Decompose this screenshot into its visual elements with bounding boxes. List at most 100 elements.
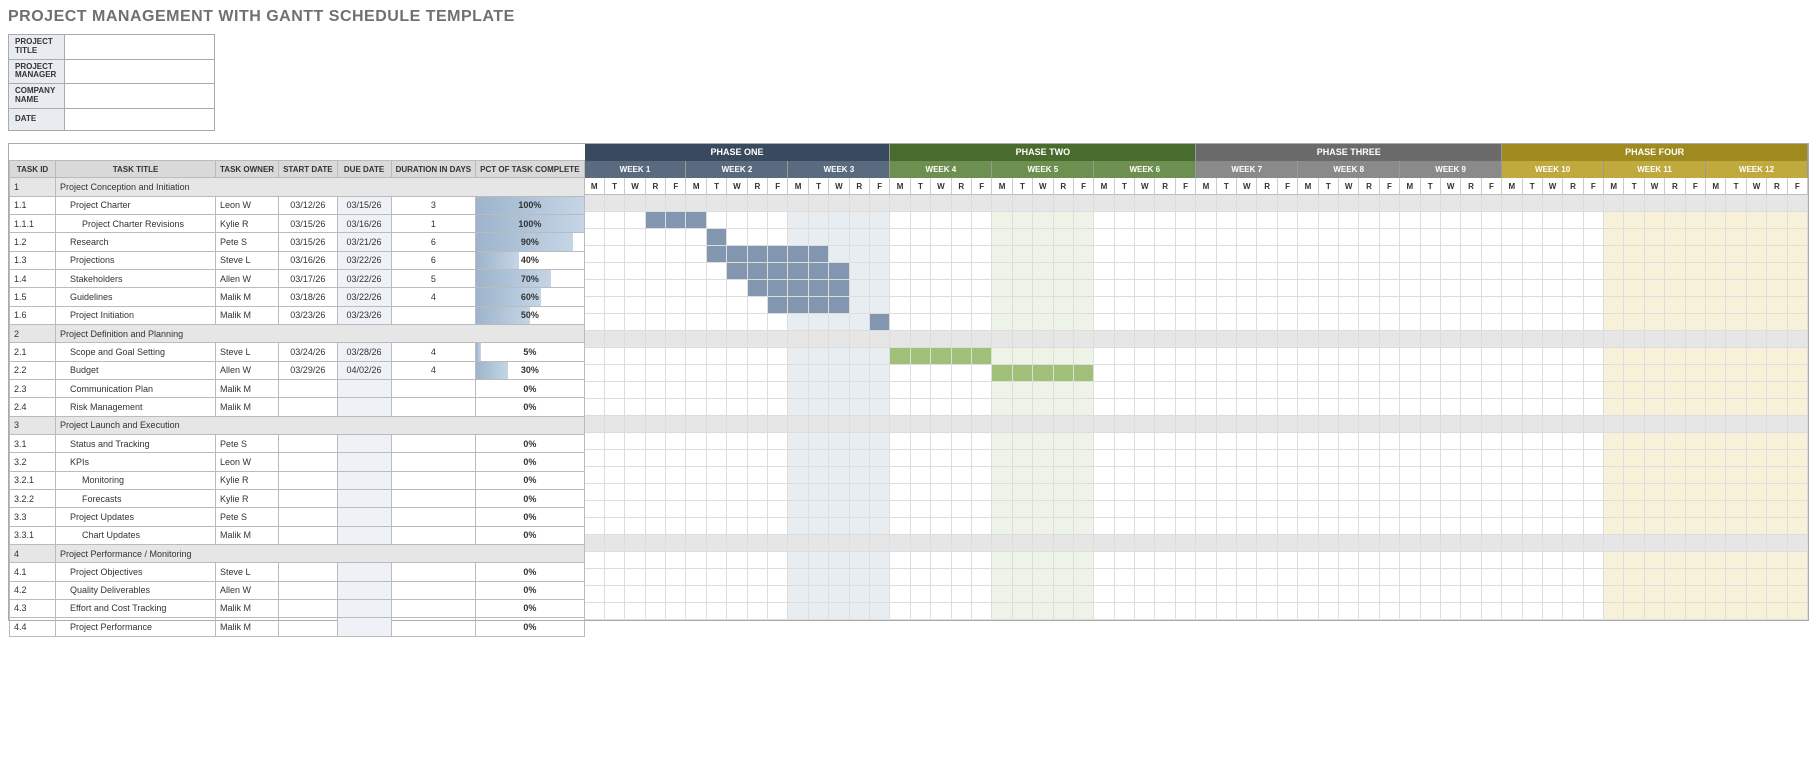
gantt-cell[interactable] bbox=[1747, 382, 1767, 399]
gantt-cell[interactable] bbox=[1645, 603, 1665, 620]
gantt-cell[interactable] bbox=[890, 501, 910, 518]
gantt-cell[interactable] bbox=[1176, 450, 1196, 467]
gantt-cell[interactable] bbox=[1135, 297, 1155, 314]
gantt-cell[interactable] bbox=[1094, 467, 1114, 484]
gantt-cell[interactable] bbox=[1502, 535, 1522, 552]
gantt-cell[interactable] bbox=[1115, 603, 1135, 620]
cell-start[interactable] bbox=[279, 379, 337, 397]
gantt-cell[interactable] bbox=[972, 297, 992, 314]
gantt-cell[interactable] bbox=[666, 569, 686, 586]
gantt-cell[interactable] bbox=[748, 348, 768, 365]
task-row[interactable]: 3.2.2ForecastsKylie R0% bbox=[10, 489, 585, 507]
cell-due[interactable] bbox=[337, 563, 391, 581]
gantt-cell[interactable] bbox=[686, 552, 706, 569]
gantt-cell[interactable] bbox=[788, 450, 808, 467]
gantt-cell[interactable] bbox=[1257, 382, 1277, 399]
gantt-cell[interactable] bbox=[1400, 399, 1420, 416]
gantt-cell[interactable] bbox=[850, 501, 870, 518]
gantt-cell[interactable] bbox=[809, 603, 829, 620]
cell-owner[interactable]: Malik M bbox=[216, 599, 279, 617]
gantt-cell[interactable] bbox=[1257, 280, 1277, 297]
gantt-cell[interactable] bbox=[1624, 399, 1644, 416]
gantt-cell[interactable] bbox=[1441, 484, 1461, 501]
gantt-cell[interactable] bbox=[1339, 518, 1359, 535]
gantt-cell[interactable] bbox=[1645, 280, 1665, 297]
gantt-cell[interactable] bbox=[1523, 603, 1543, 620]
gantt-cell[interactable] bbox=[1155, 518, 1175, 535]
gantt-cell[interactable] bbox=[1400, 280, 1420, 297]
gantt-cell[interactable] bbox=[1726, 365, 1746, 382]
gantt-cell[interactable] bbox=[1380, 518, 1400, 535]
gantt-cell[interactable] bbox=[1523, 297, 1543, 314]
gantt-cell[interactable] bbox=[952, 212, 972, 229]
gantt-cell[interactable] bbox=[1257, 212, 1277, 229]
gantt-cell[interactable] bbox=[1502, 246, 1522, 263]
gantt-cell[interactable] bbox=[890, 416, 910, 433]
gantt-cell[interactable] bbox=[1584, 399, 1604, 416]
gantt-cell[interactable] bbox=[911, 314, 931, 331]
gantt-cell[interactable] bbox=[952, 484, 972, 501]
gantt-cell[interactable] bbox=[1176, 280, 1196, 297]
gantt-cell[interactable] bbox=[1074, 263, 1094, 280]
gantt-cell[interactable] bbox=[1257, 365, 1277, 382]
cell-due[interactable] bbox=[337, 581, 391, 599]
gantt-cell[interactable] bbox=[931, 382, 951, 399]
gantt-cell[interactable] bbox=[809, 467, 829, 484]
gantt-cell[interactable] bbox=[1665, 484, 1685, 501]
gantt-cell[interactable] bbox=[1686, 331, 1706, 348]
cell-start[interactable] bbox=[279, 581, 337, 599]
gantt-cell[interactable] bbox=[1359, 229, 1379, 246]
gantt-cell[interactable] bbox=[992, 365, 1012, 382]
gantt-cell[interactable] bbox=[870, 263, 890, 280]
gantt-cell[interactable] bbox=[1033, 348, 1053, 365]
gantt-cell[interactable] bbox=[646, 518, 666, 535]
gantt-cell[interactable] bbox=[992, 399, 1012, 416]
gantt-cell[interactable] bbox=[1665, 297, 1685, 314]
gantt-cell[interactable] bbox=[1237, 433, 1257, 450]
gantt-cell[interactable] bbox=[646, 212, 666, 229]
cell-title[interactable]: Guidelines bbox=[56, 288, 216, 306]
gantt-cell[interactable] bbox=[809, 280, 829, 297]
gantt-cell[interactable] bbox=[1135, 467, 1155, 484]
gantt-cell[interactable] bbox=[911, 348, 931, 365]
gantt-cell[interactable] bbox=[890, 603, 910, 620]
gantt-cell[interactable] bbox=[1604, 450, 1624, 467]
gantt-cell[interactable] bbox=[1237, 229, 1257, 246]
gantt-cell[interactable] bbox=[605, 365, 625, 382]
gantt-cell[interactable] bbox=[1584, 450, 1604, 467]
gantt-cell[interactable] bbox=[1135, 603, 1155, 620]
gantt-cell[interactable] bbox=[1523, 484, 1543, 501]
gantt-cell[interactable] bbox=[1747, 450, 1767, 467]
cell-duration[interactable] bbox=[391, 581, 476, 599]
gantt-cell[interactable] bbox=[890, 569, 910, 586]
gantt-cell[interactable] bbox=[686, 535, 706, 552]
gantt-cell[interactable] bbox=[625, 535, 645, 552]
gantt-cell[interactable] bbox=[1563, 399, 1583, 416]
gantt-cell[interactable] bbox=[1665, 399, 1685, 416]
cell-duration[interactable] bbox=[391, 526, 476, 544]
task-row[interactable]: 2.4Risk ManagementMalik M0% bbox=[10, 398, 585, 416]
gantt-cell[interactable] bbox=[1135, 535, 1155, 552]
cell-pct[interactable]: 0% bbox=[476, 398, 584, 416]
gantt-cell[interactable] bbox=[1604, 229, 1624, 246]
gantt-cell[interactable] bbox=[1421, 365, 1441, 382]
gantt-cell[interactable] bbox=[1461, 450, 1481, 467]
cell-owner[interactable]: Malik M bbox=[216, 306, 279, 324]
gantt-cell[interactable] bbox=[666, 212, 686, 229]
gantt-cell[interactable] bbox=[1726, 501, 1746, 518]
gantt-cell[interactable] bbox=[748, 195, 768, 212]
gantt-cell[interactable] bbox=[1441, 399, 1461, 416]
gantt-cell[interactable] bbox=[686, 212, 706, 229]
gantt-cell[interactable] bbox=[1543, 586, 1563, 603]
gantt-cell[interactable] bbox=[1135, 450, 1155, 467]
gantt-cell[interactable] bbox=[1094, 195, 1114, 212]
gantt-cell[interactable] bbox=[768, 416, 788, 433]
cell-due[interactable] bbox=[337, 398, 391, 416]
cell-owner[interactable]: Malik M bbox=[216, 288, 279, 306]
gantt-cell[interactable] bbox=[809, 586, 829, 603]
gantt-cell[interactable] bbox=[1359, 314, 1379, 331]
cell-id[interactable]: 3.2 bbox=[10, 453, 56, 471]
gantt-cell[interactable] bbox=[1421, 416, 1441, 433]
gantt-cell[interactable] bbox=[870, 586, 890, 603]
gantt-cell[interactable] bbox=[1319, 467, 1339, 484]
